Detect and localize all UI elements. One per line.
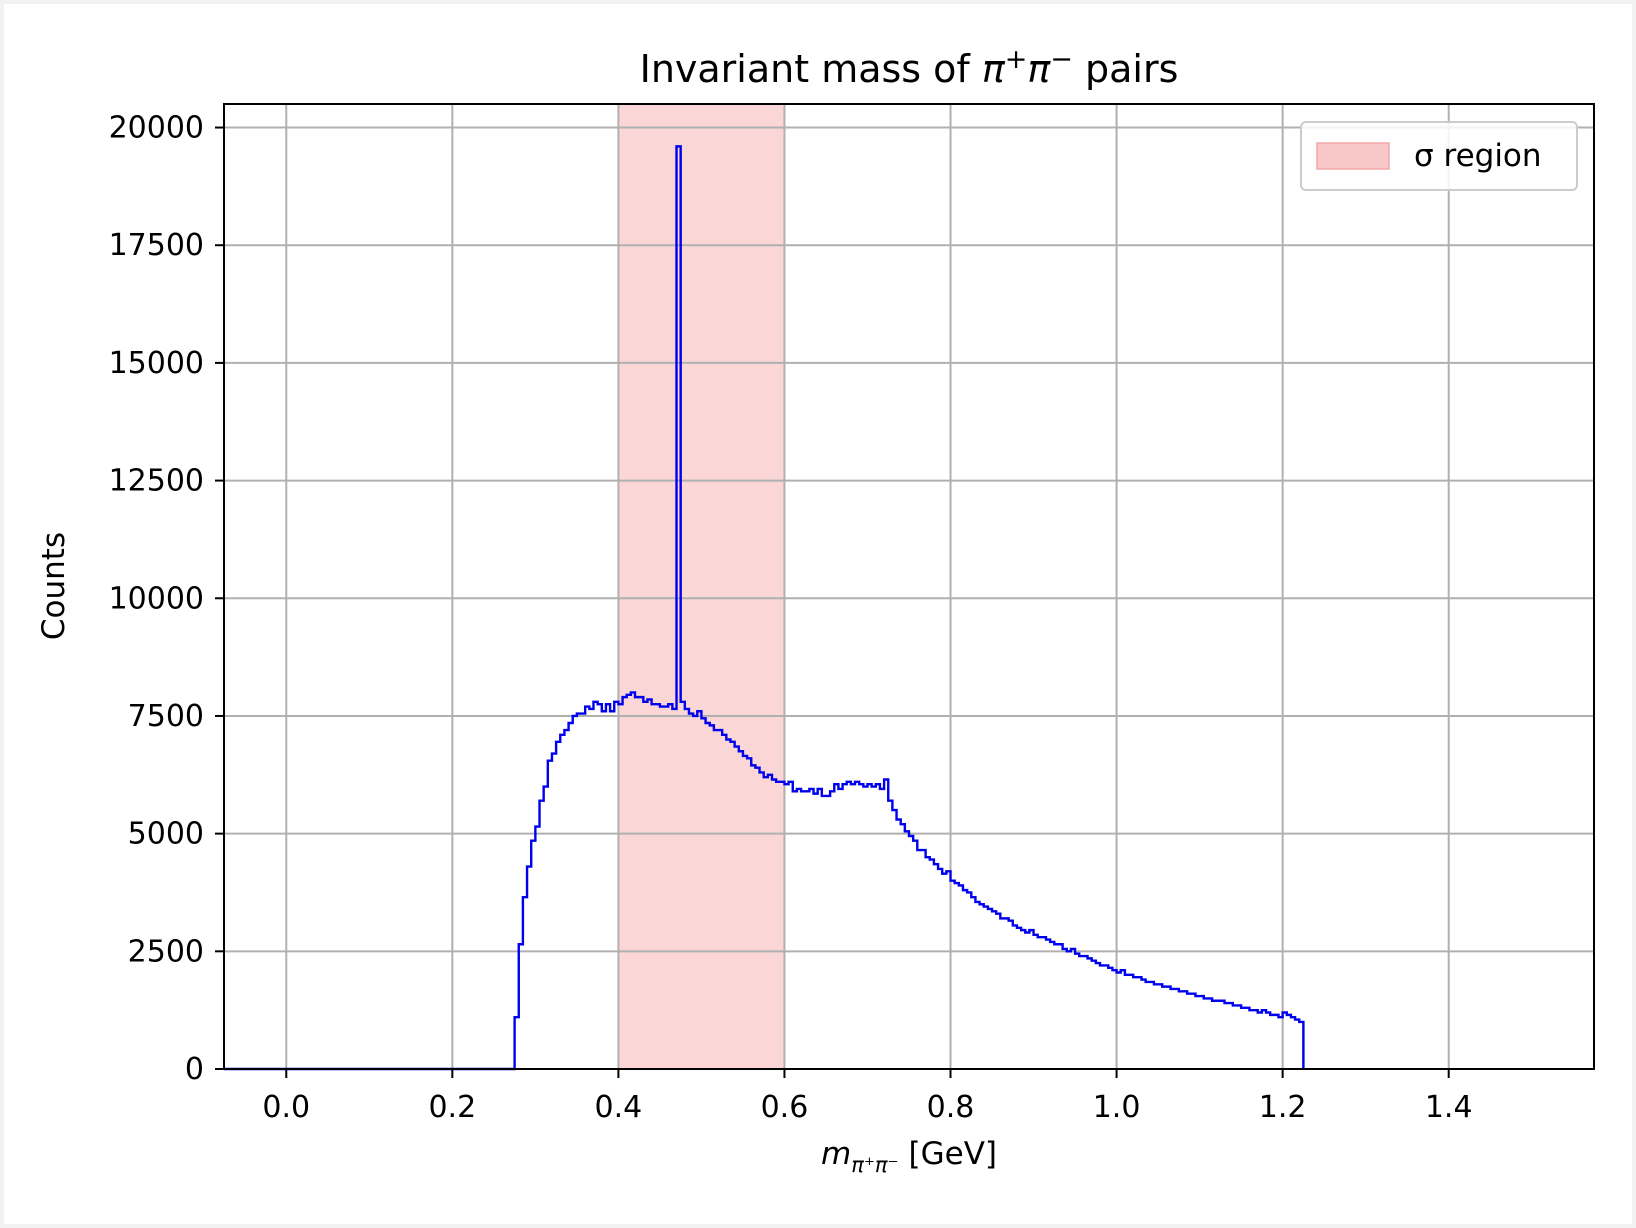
plot-frame: [223, 103, 1595, 1070]
x-axis-label: mπ⁺π⁻ [GeV]: [821, 1136, 997, 1177]
y-tick-label: 20000: [109, 111, 204, 146]
x-tick-label: 1.4: [1425, 1090, 1473, 1125]
histogram-outline: [224, 145, 1305, 1071]
y-axis-label: Counts: [36, 532, 72, 640]
sigma-region-band: [618, 104, 785, 1069]
y-tick-label: 17500: [109, 228, 204, 263]
y-tick-label: 5000: [128, 817, 204, 852]
histogram-chart: 0.0 0.2 0.4 0.6 0.8 1.0 1.2 1.4 0 2500 5000 7500 100…: [36, 44, 1595, 1177]
x-tick-label: 0.8: [927, 1090, 975, 1125]
legend-label: σ region: [1414, 138, 1542, 174]
x-tick-label: 0.2: [428, 1090, 476, 1125]
x-tick-label: 0.0: [262, 1090, 310, 1125]
y-tick-label: 10000: [109, 581, 204, 616]
x-tick-label: 0.4: [595, 1090, 643, 1125]
y-tick-label: 15000: [109, 346, 204, 381]
y-tick-label: 2500: [128, 934, 204, 969]
figure-canvas: 0.0 0.2 0.4 0.6 0.8 1.0 1.2 1.4 0 2500 5000 7500 100…: [4, 4, 1632, 1224]
y-tick-label: 0: [185, 1052, 204, 1087]
x-tick-label: 0.6: [761, 1090, 809, 1125]
x-tick-label: 1.0: [1093, 1090, 1141, 1125]
legend-box: [1300, 121, 1578, 191]
x-tick-label: 1.2: [1259, 1090, 1307, 1125]
legend-swatch: [1316, 142, 1390, 170]
y-tick-label: 12500: [109, 464, 204, 499]
y-tick-label: 7500: [128, 699, 204, 734]
chart-title: Invariant mass of π+π− pairs: [640, 44, 1179, 91]
legend: σ region: [1300, 121, 1578, 191]
